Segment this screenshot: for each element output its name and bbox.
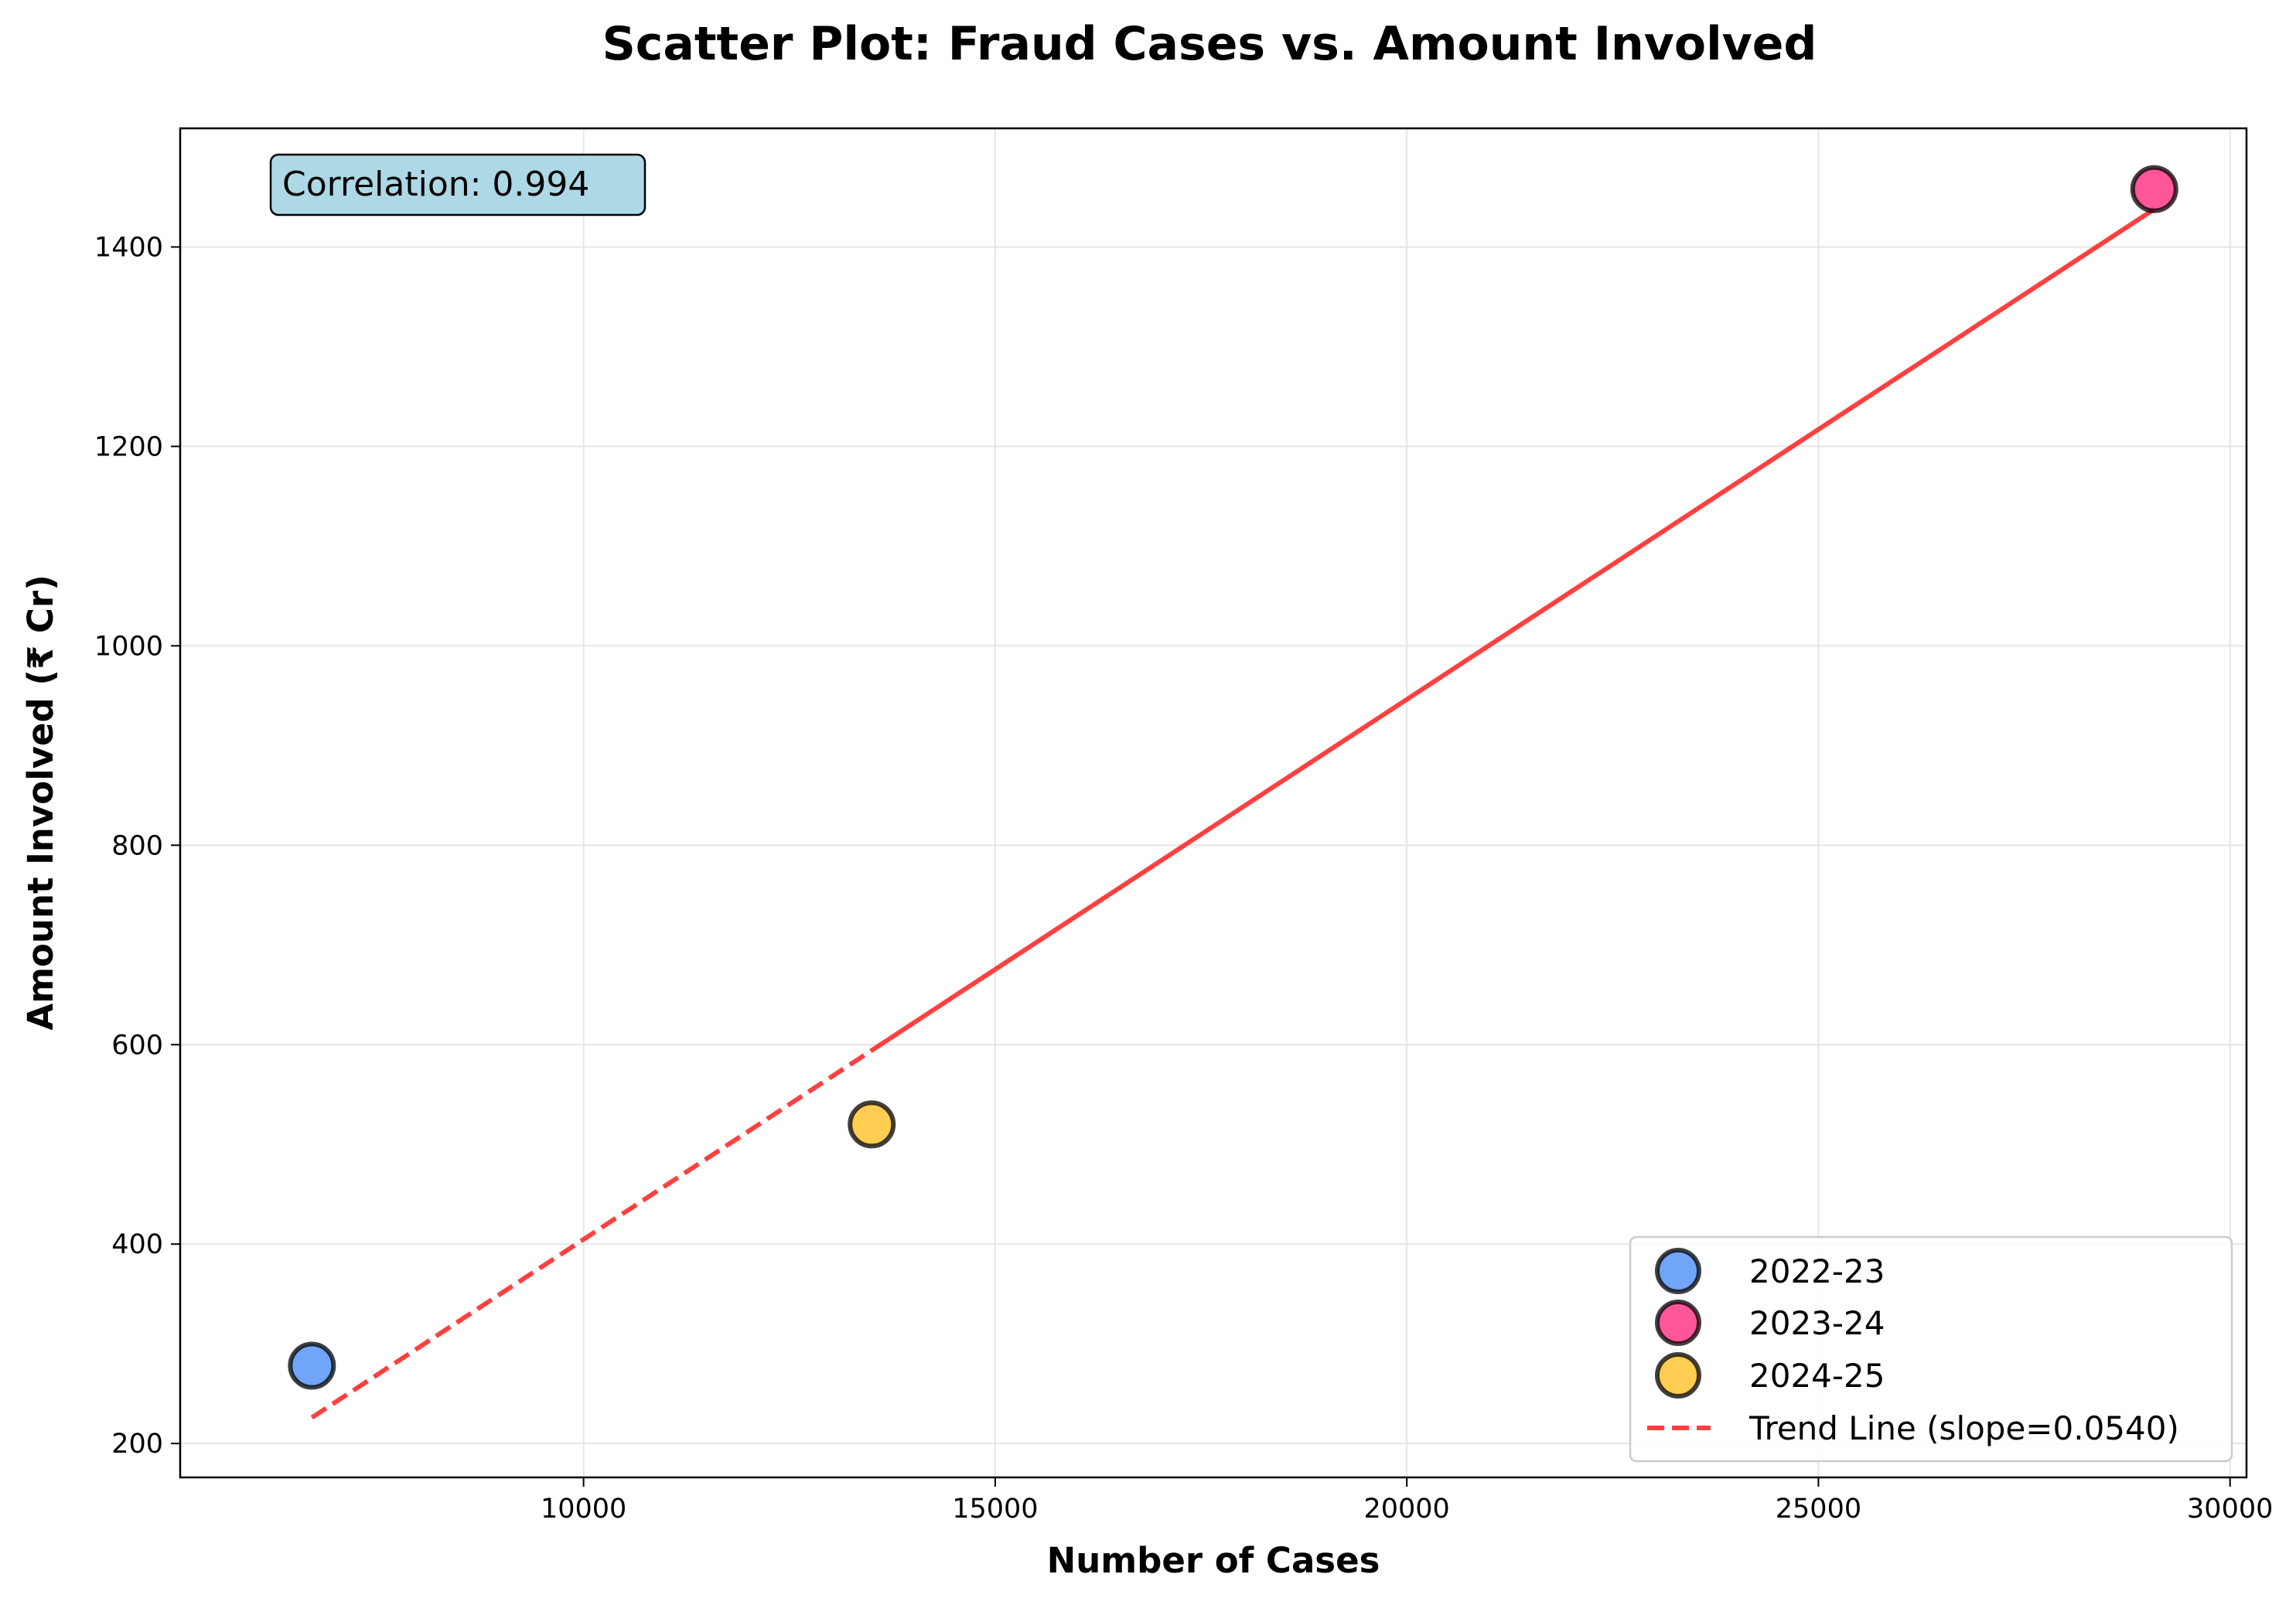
legend-marker (1655, 1248, 1701, 1294)
x-tick-label: 30000 (2187, 1494, 2273, 1525)
y-tick-label: 600 (111, 1030, 163, 1061)
x-axis-ticks: 10000 15000 20000 25000 30000 (541, 1477, 2273, 1525)
trend-line-dashed (310, 1048, 873, 1420)
legend-label: 2022-23 (1749, 1252, 1885, 1290)
data-point[interactable] (288, 1341, 336, 1390)
data-point[interactable] (2130, 165, 2178, 213)
plot-frame (179, 127, 2248, 1479)
y-tick-label: 400 (111, 1229, 163, 1260)
y-tick-label: 1400 (94, 232, 163, 263)
legend-marker (1655, 1300, 1701, 1346)
chart-title: Scatter Plot: Fraud Cases vs. Amount Inv… (602, 17, 1817, 71)
x-tick-label: 10000 (541, 1494, 626, 1525)
legend-frame (1629, 1235, 2233, 1463)
y-tick-label: 1000 (94, 631, 163, 662)
x-tick-label: 15000 (952, 1494, 1038, 1525)
annotation-box (269, 153, 646, 216)
grid (180, 128, 2247, 1477)
data-point[interactable] (848, 1100, 896, 1149)
legend-label: 2023-24 (1749, 1304, 1885, 1342)
y-tick-label: 800 (111, 830, 163, 861)
legend-label: Trend Line (slope=0.0540) (1748, 1409, 2179, 1447)
x-tick-label: 20000 (1363, 1494, 1449, 1525)
correlation-annotation: Correlation: 0.994 (269, 153, 646, 216)
y-tick-label: 1200 (94, 431, 163, 462)
y-tick-label: 200 (111, 1429, 163, 1460)
legend-label: 2024-25 (1749, 1357, 1885, 1395)
y-axis-ticks: 200 400 600 800 1000 1200 1400 (94, 232, 180, 1460)
x-axis-label: Number of Cases (1047, 1540, 1380, 1581)
plot-area (179, 127, 2248, 1479)
legend-marker (1655, 1352, 1701, 1399)
legend: 2022-23 2023-24 2024-25 Trend Line (slope=0… (1629, 1235, 2233, 1463)
trend-line-solid (870, 206, 2156, 1053)
x-tick-label: 25000 (1776, 1494, 1861, 1525)
annotation-text: Correlation: 0.994 (282, 165, 589, 204)
y-axis-label: Amount Involved (₹ Cr) (20, 574, 61, 1030)
trend-line-layer (310, 206, 2156, 1420)
points-layer (288, 165, 2178, 1390)
